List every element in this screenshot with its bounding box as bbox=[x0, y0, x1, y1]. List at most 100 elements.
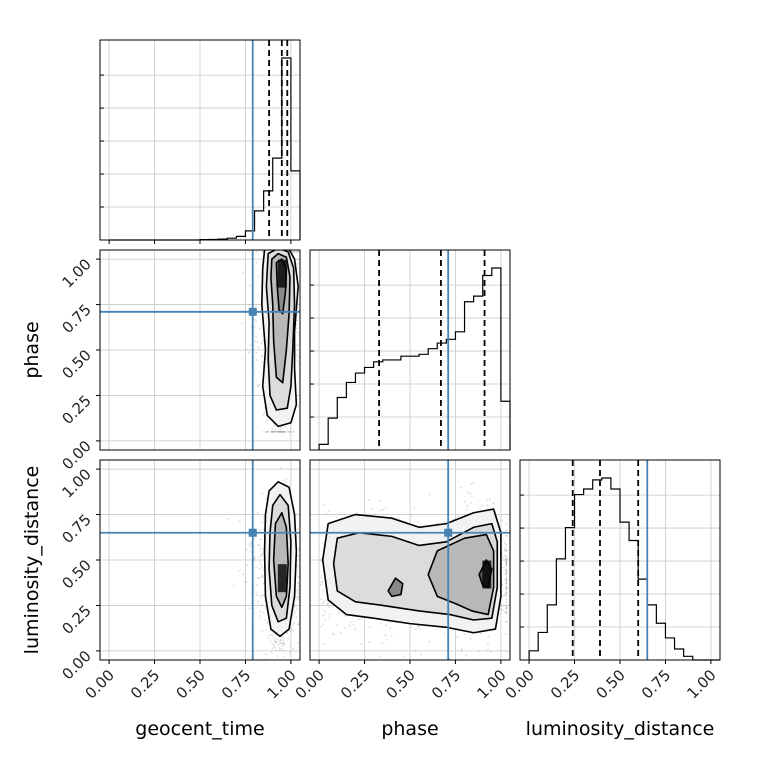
sample-point bbox=[259, 610, 261, 613]
sample-point bbox=[505, 561, 508, 564]
sample-point bbox=[261, 603, 264, 606]
sample-point bbox=[457, 515, 460, 517]
histogram-step bbox=[318, 267, 511, 450]
sample-point bbox=[296, 344, 299, 346]
sample-point bbox=[328, 616, 331, 619]
sample-point bbox=[282, 430, 285, 433]
sample-point bbox=[273, 430, 276, 433]
sample-point bbox=[273, 424, 276, 427]
sample-point bbox=[302, 525, 304, 527]
sample-point bbox=[292, 647, 294, 650]
sample-point bbox=[505, 561, 508, 564]
sample-point bbox=[505, 534, 508, 537]
sample-point bbox=[298, 584, 300, 587]
sample-point bbox=[352, 624, 355, 626]
sample-point bbox=[271, 427, 274, 430]
sample-point bbox=[293, 605, 296, 608]
sample-point bbox=[503, 550, 506, 552]
sample-point bbox=[285, 480, 287, 483]
sample-point bbox=[306, 265, 308, 267]
sample-point bbox=[261, 574, 264, 577]
sample-point bbox=[265, 419, 268, 422]
x-tick-label: 1.00 bbox=[263, 666, 299, 702]
sample-point bbox=[505, 588, 508, 590]
sample-point bbox=[288, 430, 291, 433]
panel-frame bbox=[309, 249, 511, 451]
sample-point bbox=[276, 640, 279, 643]
sample-point bbox=[418, 627, 421, 630]
sample-point bbox=[324, 610, 327, 613]
sample-point bbox=[292, 430, 295, 433]
sample-point bbox=[505, 565, 508, 568]
sample-point bbox=[278, 430, 281, 433]
sample-point bbox=[257, 577, 260, 579]
sample-point bbox=[292, 250, 295, 253]
contour-line bbox=[261, 250, 299, 428]
y-tick-label: 0.75 bbox=[58, 511, 94, 547]
sample-point bbox=[304, 574, 306, 576]
histogram-step bbox=[528, 477, 720, 661]
sample-point bbox=[261, 630, 264, 632]
sample-point bbox=[270, 651, 273, 654]
sample-point bbox=[264, 619, 267, 621]
sample-point bbox=[259, 556, 261, 558]
sample-point bbox=[505, 580, 508, 583]
sample-point bbox=[303, 251, 305, 253]
sample-point bbox=[297, 581, 300, 584]
y-tick-label: 0.00 bbox=[58, 647, 94, 683]
sample-point bbox=[504, 559, 507, 561]
sample-point bbox=[389, 626, 392, 629]
sample-point bbox=[302, 374, 304, 376]
sample-point bbox=[487, 635, 490, 638]
sample-point bbox=[505, 591, 508, 594]
sample-point bbox=[378, 655, 381, 658]
sample-point bbox=[297, 623, 299, 625]
sample-point bbox=[255, 359, 258, 362]
sample-point bbox=[471, 495, 473, 498]
sample-point bbox=[260, 566, 263, 569]
sample-point bbox=[255, 583, 258, 586]
sample-point bbox=[505, 573, 508, 576]
x-axis-label-geocent_time: geocent_time bbox=[135, 718, 264, 740]
sample-point bbox=[311, 313, 313, 315]
sample-point bbox=[256, 511, 259, 514]
sample-point bbox=[304, 568, 306, 570]
sample-point bbox=[305, 604, 307, 606]
sample-point bbox=[296, 588, 299, 591]
sample-point bbox=[300, 572, 302, 574]
sample-point bbox=[283, 430, 286, 433]
sample-point bbox=[296, 596, 299, 598]
x-tick-label: 0.75 bbox=[428, 666, 464, 702]
sample-point bbox=[303, 315, 305, 317]
x-tick-label: 0.25 bbox=[127, 666, 163, 702]
sample-point bbox=[270, 430, 273, 433]
sample-point bbox=[297, 555, 300, 558]
sample-point bbox=[322, 597, 324, 599]
sample-point bbox=[420, 653, 423, 656]
sample-point bbox=[414, 628, 417, 631]
sample-point bbox=[260, 575, 263, 578]
sample-point bbox=[505, 570, 508, 573]
x-tick-label: 0.00 bbox=[502, 666, 538, 702]
sample-point bbox=[321, 609, 323, 611]
sample-point bbox=[460, 486, 463, 489]
sample-point bbox=[499, 608, 502, 611]
sample-point bbox=[255, 352, 258, 354]
sample-point bbox=[270, 642, 273, 644]
sample-point bbox=[505, 557, 508, 560]
sample-point bbox=[303, 624, 305, 626]
sample-point bbox=[505, 564, 508, 566]
sample-point bbox=[313, 275, 315, 277]
sample-point bbox=[261, 250, 263, 253]
sample-point bbox=[305, 575, 307, 577]
sample-point bbox=[295, 250, 298, 253]
sample-point bbox=[301, 355, 303, 357]
sample-point bbox=[505, 549, 508, 552]
sample-point bbox=[271, 430, 273, 433]
x-tick-label: 0.25 bbox=[337, 666, 373, 702]
sample-point bbox=[296, 360, 299, 362]
sample-point bbox=[302, 287, 304, 289]
sample-point bbox=[293, 250, 296, 253]
sample-point bbox=[479, 632, 482, 635]
sample-point bbox=[301, 300, 303, 302]
